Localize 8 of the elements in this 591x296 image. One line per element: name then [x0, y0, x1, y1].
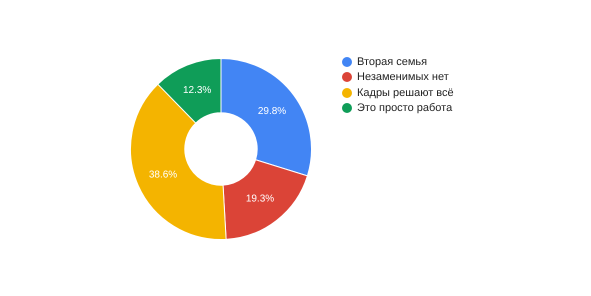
legend-label: Это просто работа	[357, 102, 452, 114]
legend-label: Незаменимых нет	[357, 71, 449, 84]
data-label: 38.6%	[148, 169, 178, 180]
data-label: 12.3%	[182, 85, 212, 96]
legend-label: Вторая семья	[357, 56, 428, 68]
legend-label: Кадры решают всё	[357, 86, 454, 99]
data-label: 29.8%	[258, 106, 286, 118]
data-label: 19.3%	[246, 194, 274, 205]
